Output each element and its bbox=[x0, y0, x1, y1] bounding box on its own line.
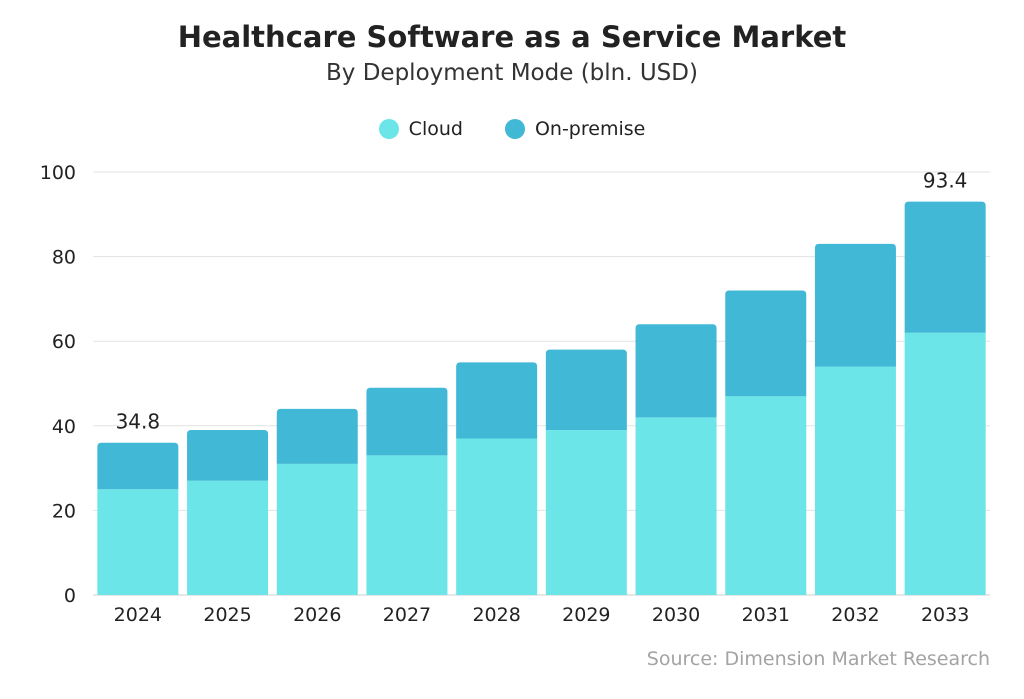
chart-legend: Cloud On-premise bbox=[0, 118, 1024, 140]
y-tick-label-20: 20 bbox=[52, 500, 76, 522]
bar-cloud-2025[interactable] bbox=[187, 480, 269, 595]
x-tick-label-2028: 2028 bbox=[472, 604, 520, 626]
x-tick-label-2024: 2024 bbox=[114, 604, 162, 626]
bar-cloud-2028[interactable] bbox=[456, 438, 538, 595]
bar-cloud-2032[interactable] bbox=[814, 366, 896, 595]
legend-item-on-premise[interactable]: On-premise bbox=[504, 118, 646, 140]
bar-on-premise-2030[interactable] bbox=[635, 324, 717, 418]
x-tick-label-2027: 2027 bbox=[383, 604, 431, 626]
source-note: Source: Dimension Market Research bbox=[646, 648, 990, 670]
y-axis-tick-labels: 0 20 40 60 80 100 bbox=[40, 162, 76, 607]
x-tick-label-2030: 2030 bbox=[652, 604, 700, 626]
y-tick-label-0: 0 bbox=[64, 585, 76, 607]
bar-on-premise-2033[interactable] bbox=[904, 201, 986, 333]
x-tick-label-2026: 2026 bbox=[293, 604, 341, 626]
legend-label-on-premise: On-premise bbox=[534, 118, 646, 140]
chart-subtitle: By Deployment Mode (bln. USD) bbox=[326, 60, 698, 86]
bar-cloud-2033[interactable] bbox=[904, 332, 986, 595]
bar-on-premise-2024[interactable] bbox=[97, 442, 179, 490]
data-labels: 34.8 93.4 bbox=[116, 169, 968, 434]
bar-cloud-2029[interactable] bbox=[545, 430, 627, 595]
y-tick-label-80: 80 bbox=[52, 247, 76, 269]
x-tick-label-2029: 2029 bbox=[562, 604, 610, 626]
bar-cloud-2024[interactable] bbox=[97, 489, 179, 595]
bar-on-premise-2028[interactable] bbox=[456, 362, 538, 439]
bar-cloud-2031[interactable] bbox=[725, 396, 807, 595]
x-tick-label-2031: 2031 bbox=[742, 604, 790, 626]
data-label-2024: 34.8 bbox=[116, 410, 161, 434]
legend-label-cloud: Cloud bbox=[408, 118, 463, 140]
x-tick-label-2033: 2033 bbox=[921, 604, 969, 626]
x-axis-tick-labels: 2024 2025 2026 2027 2028 2029 2030 2031 2032 2033 bbox=[114, 604, 970, 626]
legend-item-cloud[interactable]: Cloud bbox=[378, 118, 463, 140]
legend-swatch-on-premise bbox=[504, 119, 525, 139]
x-tick-label-2025: 2025 bbox=[203, 604, 251, 626]
chart-title: Healthcare Software as a Service Market bbox=[177, 20, 847, 54]
y-tick-label-60: 60 bbox=[52, 331, 76, 353]
bar-on-premise-2029[interactable] bbox=[545, 349, 627, 431]
bar-cloud-2030[interactable] bbox=[635, 417, 717, 595]
bar-on-premise-2026[interactable] bbox=[276, 408, 358, 464]
bar-on-premise-2027[interactable] bbox=[366, 387, 448, 456]
bar-on-premise-2031[interactable] bbox=[725, 290, 807, 397]
bar-cloud-2026[interactable] bbox=[276, 463, 358, 595]
data-label-2033: 93.4 bbox=[923, 169, 968, 193]
bar-on-premise-2025[interactable] bbox=[187, 430, 269, 481]
bars bbox=[97, 201, 986, 595]
y-tick-label-100: 100 bbox=[40, 162, 76, 184]
legend-swatch-cloud bbox=[378, 119, 399, 139]
y-tick-label-40: 40 bbox=[52, 416, 76, 438]
x-tick-label-2032: 2032 bbox=[831, 604, 879, 626]
bar-on-premise-2032[interactable] bbox=[814, 243, 896, 367]
bar-cloud-2027[interactable] bbox=[366, 455, 448, 595]
